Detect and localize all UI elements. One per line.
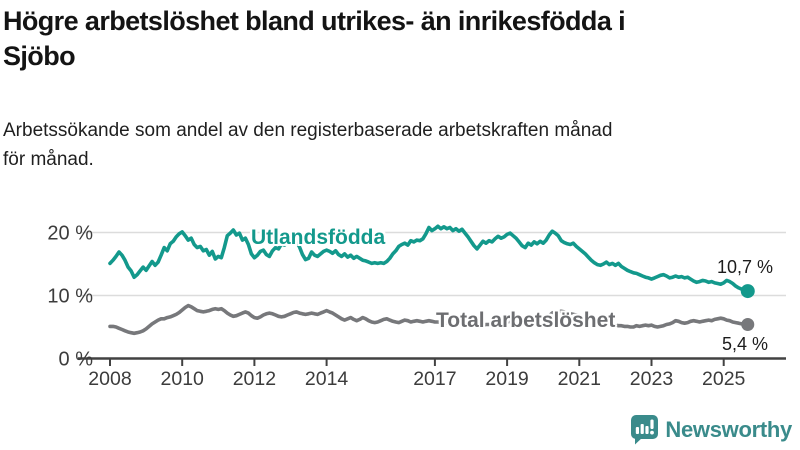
series-end-dot-0 (740, 284, 755, 299)
x-tick-label: 2021 (558, 368, 601, 390)
x-tick-label: 2010 (161, 368, 205, 390)
end-value-label-utlandsfodda: 10,7 % (717, 257, 774, 277)
series-label-total: Total arbetslöshet (436, 309, 616, 332)
series-end-dot-1 (741, 317, 755, 331)
x-tick-label: 2019 (485, 368, 528, 390)
exclamation-icon (650, 419, 655, 429)
y-tick-label: 20 % (47, 223, 93, 245)
x-tick-label: 2023 (630, 368, 673, 390)
page-subtitle: Arbetssökande som andel av den registerb… (3, 116, 795, 175)
page-title: Högre arbetslöshet bland utrikes- än inr… (3, 4, 795, 74)
y-tick-label: 10 % (47, 286, 93, 308)
newsworthy-logo-link[interactable]: Newsworthy (631, 415, 792, 445)
x-tick-label: 2012 (233, 368, 276, 390)
newsworthy-bubble-icon (631, 415, 659, 445)
y-tick-label: 0 % (59, 349, 94, 371)
end-value-label-total: 5,4 % (722, 334, 769, 354)
x-tick-label: 2025 (702, 368, 746, 390)
subtitle-line-1: Arbetssökande som andel av den registerb… (3, 120, 613, 141)
series-line-0 (108, 224, 750, 293)
x-tick-label: 2014 (305, 368, 349, 390)
title-line-2: Sjöbo (3, 41, 76, 72)
brand-wordmark: Newsworthy (665, 417, 792, 442)
series-label-utlandsfodda: Utlandsfödda (251, 226, 386, 249)
subtitle-line-2: för månad. (3, 149, 94, 171)
title-line-1: Högre arbetslöshet bland utrikes- än inr… (3, 6, 626, 36)
x-tick-label: 2008 (88, 368, 131, 390)
bar-chart-icon (636, 427, 640, 434)
x-tick-label: 2017 (413, 368, 456, 390)
series-line-1 (108, 303, 750, 336)
